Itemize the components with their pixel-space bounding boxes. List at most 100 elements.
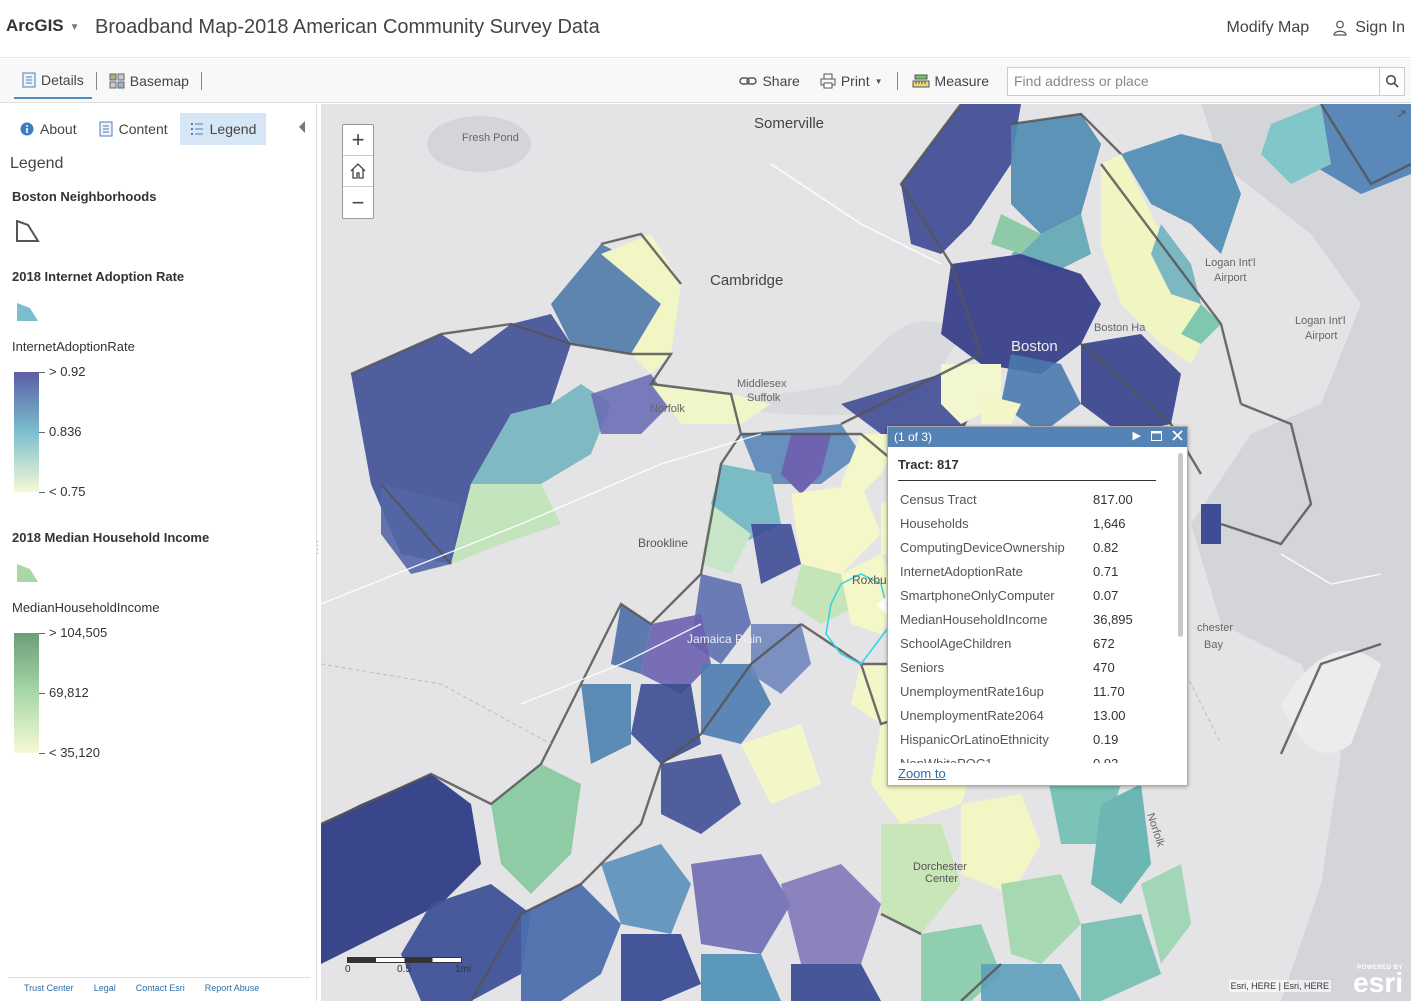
print-button[interactable]: Print ▼: [810, 63, 893, 99]
esri-powered-label: POWERED BY: [1356, 965, 1403, 971]
attribute-name: Census Tract: [900, 491, 977, 507]
attribute-name: MedianHouseholdIncome: [900, 611, 1048, 627]
tab-content-label: Content: [118, 121, 168, 137]
footer-link[interactable]: Report Abuse: [204, 983, 260, 993]
color-ramp: [14, 633, 39, 753]
search-input[interactable]: [1007, 66, 1379, 96]
attribute-table: Census Tract 817.00 Households 1,646 Compu…: [898, 487, 1133, 764]
search-box: [1007, 66, 1405, 96]
content-icon: [99, 121, 113, 137]
next-feature-icon[interactable]: ▶: [1132, 430, 1141, 442]
details-icon: [22, 72, 36, 88]
legend-icon: [190, 123, 203, 135]
zoom-in-button[interactable]: +: [343, 125, 373, 156]
zoom-controls: + −: [342, 124, 374, 219]
attribute-name: Seniors: [900, 659, 945, 675]
attribute-row: UnemploymentRate16up 11.70: [898, 679, 1133, 703]
arcgis-menu[interactable]: ArcGIS ▼: [6, 16, 80, 36]
esri-logo: POWERED BY esri: [1353, 965, 1403, 997]
place-label: Boston Ha: [1094, 322, 1146, 334]
toolbar-divider: [95, 72, 97, 90]
footer-link[interactable]: Legal: [93, 983, 116, 993]
toolbar: Details Basemap Share Print ▼ Measure: [0, 59, 1411, 103]
ramp-label: > 0.92: [49, 364, 86, 379]
zoom-to-link[interactable]: Zoom to: [898, 766, 946, 781]
close-icon[interactable]: [1172, 430, 1183, 441]
attribute-value: 0.82: [1093, 539, 1119, 555]
place-label: Suffolk: [747, 392, 781, 404]
attribute-value: 11.70: [1093, 683, 1125, 699]
attribute-name: UnemploymentRate2064: [900, 707, 1044, 723]
tab-legend[interactable]: Legend: [179, 113, 267, 145]
search-button[interactable]: [1379, 66, 1405, 96]
attribute-row: SchoolAgeChildren 672: [898, 631, 1133, 655]
details-label: Details: [41, 72, 84, 88]
maximize-icon[interactable]: [1151, 430, 1162, 441]
chevron-down-icon: ▼: [874, 76, 883, 86]
legend-field-name: MedianHouseholdIncome: [12, 600, 160, 615]
ramp-label: 0.836: [49, 424, 82, 439]
color-ramp: [14, 372, 39, 492]
footer-link[interactable]: Contact Esri: [135, 983, 185, 993]
scale-bar: [347, 957, 462, 963]
place-label: Middlesex: [737, 378, 787, 390]
place-label: Somerville: [754, 115, 825, 132]
popup-counter: (1 of 3): [894, 430, 933, 444]
side-tabs: About Content Legend: [10, 113, 267, 145]
attribute-row: SmartphoneOnlyComputer 0.07: [898, 583, 1133, 607]
expand-icon[interactable]: ↗: [1396, 106, 1407, 121]
scale-label: 1mi: [455, 964, 472, 975]
panel-splitter[interactable]: · · · ·: [316, 536, 320, 559]
details-button[interactable]: Details: [14, 63, 92, 99]
sign-in-button[interactable]: Sign In: [1333, 19, 1405, 37]
side-panel: About Content Legend Legend Boston Neigh…: [0, 104, 317, 1001]
popup-scrollbar[interactable]: [1178, 453, 1183, 637]
legend-field-name: InternetAdoptionRate: [12, 339, 135, 354]
basemap-button[interactable]: Basemap: [101, 63, 197, 99]
toolbar-divider: [200, 72, 202, 90]
ramp-tick: [39, 492, 45, 493]
popup-body: Tract: 817 Census Tract 817.00 Households…: [898, 457, 1156, 763]
place-label: Jamaica Plain: [687, 632, 762, 646]
home-button[interactable]: [343, 156, 373, 187]
place-label: Boston: [1011, 338, 1058, 355]
measure-label: Measure: [934, 73, 989, 89]
ramp-tick: [39, 633, 45, 634]
attribute-value: 36,895: [1093, 611, 1133, 627]
place-label: Airport: [1305, 330, 1338, 342]
ramp-label: < 35,120: [49, 745, 100, 760]
zoom-out-button[interactable]: −: [351, 189, 365, 215]
attribute-row: NonWhitePOC1 0.93: [898, 751, 1133, 764]
place-label: Logan Int'l: [1205, 257, 1256, 269]
attribute-value: 817.00: [1093, 491, 1133, 507]
measure-button[interactable]: Measure: [902, 63, 999, 99]
tab-content[interactable]: Content: [89, 113, 178, 145]
ramp-tick: [39, 753, 45, 754]
share-button[interactable]: Share: [729, 63, 809, 99]
scale-label: 0.5: [397, 964, 411, 975]
modify-map-link[interactable]: Modify Map: [1226, 19, 1310, 36]
polygon-fill-swatch: [17, 564, 38, 582]
ramp-label: < 0.75: [49, 484, 86, 499]
tab-about-label: About: [40, 121, 77, 137]
place-label: chester: [1197, 622, 1234, 634]
place-label: Fresh Pond: [462, 132, 519, 144]
place-label: Logan Int'l: [1295, 315, 1346, 327]
collapse-panel-icon[interactable]: [299, 121, 305, 133]
tab-about[interactable]: About: [10, 113, 87, 145]
printer-icon: [820, 73, 836, 89]
attribute-row: MedianHouseholdIncome 36,895: [898, 607, 1133, 631]
popup-pointer: [877, 595, 888, 615]
ramp-tick: [39, 372, 45, 373]
ramp-tick: [39, 693, 45, 694]
attribute-value: 0.07: [1093, 587, 1119, 603]
attribute-row: InternetAdoptionRate 0.71: [898, 559, 1133, 583]
popup-header: (1 of 3) ▶: [888, 427, 1187, 447]
search-icon: [1385, 74, 1399, 88]
footer-link[interactable]: Trust Center: [24, 983, 74, 993]
popup-title: Tract: 817: [898, 457, 1156, 481]
attribute-name: InternetAdoptionRate: [900, 563, 1023, 579]
map-view[interactable]: Fresh Pond Somerville Cambridge Boston B…: [321, 104, 1411, 1001]
attribute-value: 0.93: [1093, 755, 1119, 764]
place-label: Center: [925, 873, 959, 885]
